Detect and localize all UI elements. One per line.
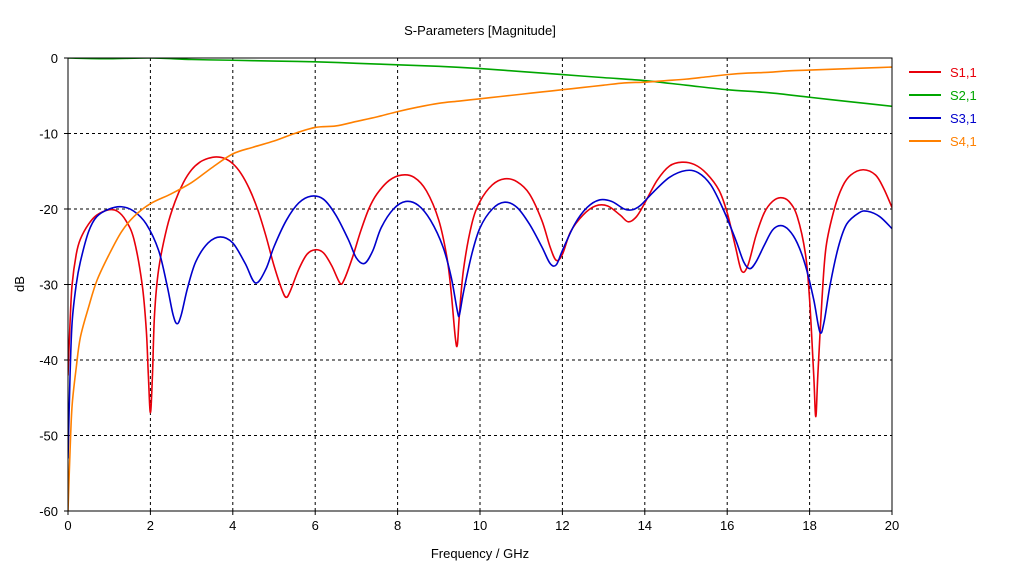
series-line-s11 [68, 156, 892, 418]
legend-label-s31: S3,1 [950, 111, 977, 126]
y-tick-label-3: -30 [39, 278, 58, 293]
series-lines [68, 58, 892, 511]
y-tick-label-4: -40 [39, 353, 58, 368]
x-tick-label-0: 0 [64, 518, 71, 533]
x-axis-ticks: 0 2 4 6 8 10 12 14 16 18 20 [64, 511, 899, 533]
x-tick-label-10: 20 [885, 518, 899, 533]
y-tick-label-2: -20 [39, 202, 58, 217]
series-line-s21 [68, 58, 892, 108]
legend-item-s21[interactable]: S2,1 [909, 88, 977, 103]
legend-item-s31[interactable]: S3,1 [909, 111, 977, 126]
x-tick-label-9: 18 [802, 518, 816, 533]
y-axis-ticks: 0 -10 -20 -30 -40 -50 -60 [39, 51, 68, 519]
x-tick-label-1: 2 [147, 518, 154, 533]
legend-item-s41[interactable]: S4,1 [909, 134, 977, 149]
y-tick-label-5: -50 [39, 429, 58, 444]
legend-label-s41: S4,1 [950, 134, 977, 149]
series-line-s31 [68, 169, 892, 459]
x-tick-label-6: 12 [555, 518, 569, 533]
x-tick-label-5: 10 [473, 518, 487, 533]
y-axis-label: dB [12, 276, 27, 292]
x-tick-label-3: 6 [312, 518, 319, 533]
legend-label-s21: S2,1 [950, 88, 977, 103]
x-tick-label-7: 14 [638, 518, 652, 533]
legend[interactable]: S1,1 S2,1 S3,1 S4,1 [909, 65, 977, 149]
x-tick-label-2: 4 [229, 518, 236, 533]
legend-item-s11[interactable]: S1,1 [909, 65, 977, 80]
y-tick-label-0: 0 [51, 51, 58, 66]
chart-title: S-Parameters [Magnitude] [404, 23, 556, 38]
y-tick-label-6: -60 [39, 504, 58, 519]
x-tick-label-8: 16 [720, 518, 734, 533]
legend-label-s11: S1,1 [950, 65, 977, 80]
y-tick-label-1: -10 [39, 127, 58, 142]
x-axis-label: Frequency / GHz [431, 546, 529, 561]
series-line-s41 [68, 66, 892, 511]
x-tick-label-4: 8 [394, 518, 401, 533]
grid [68, 58, 892, 511]
